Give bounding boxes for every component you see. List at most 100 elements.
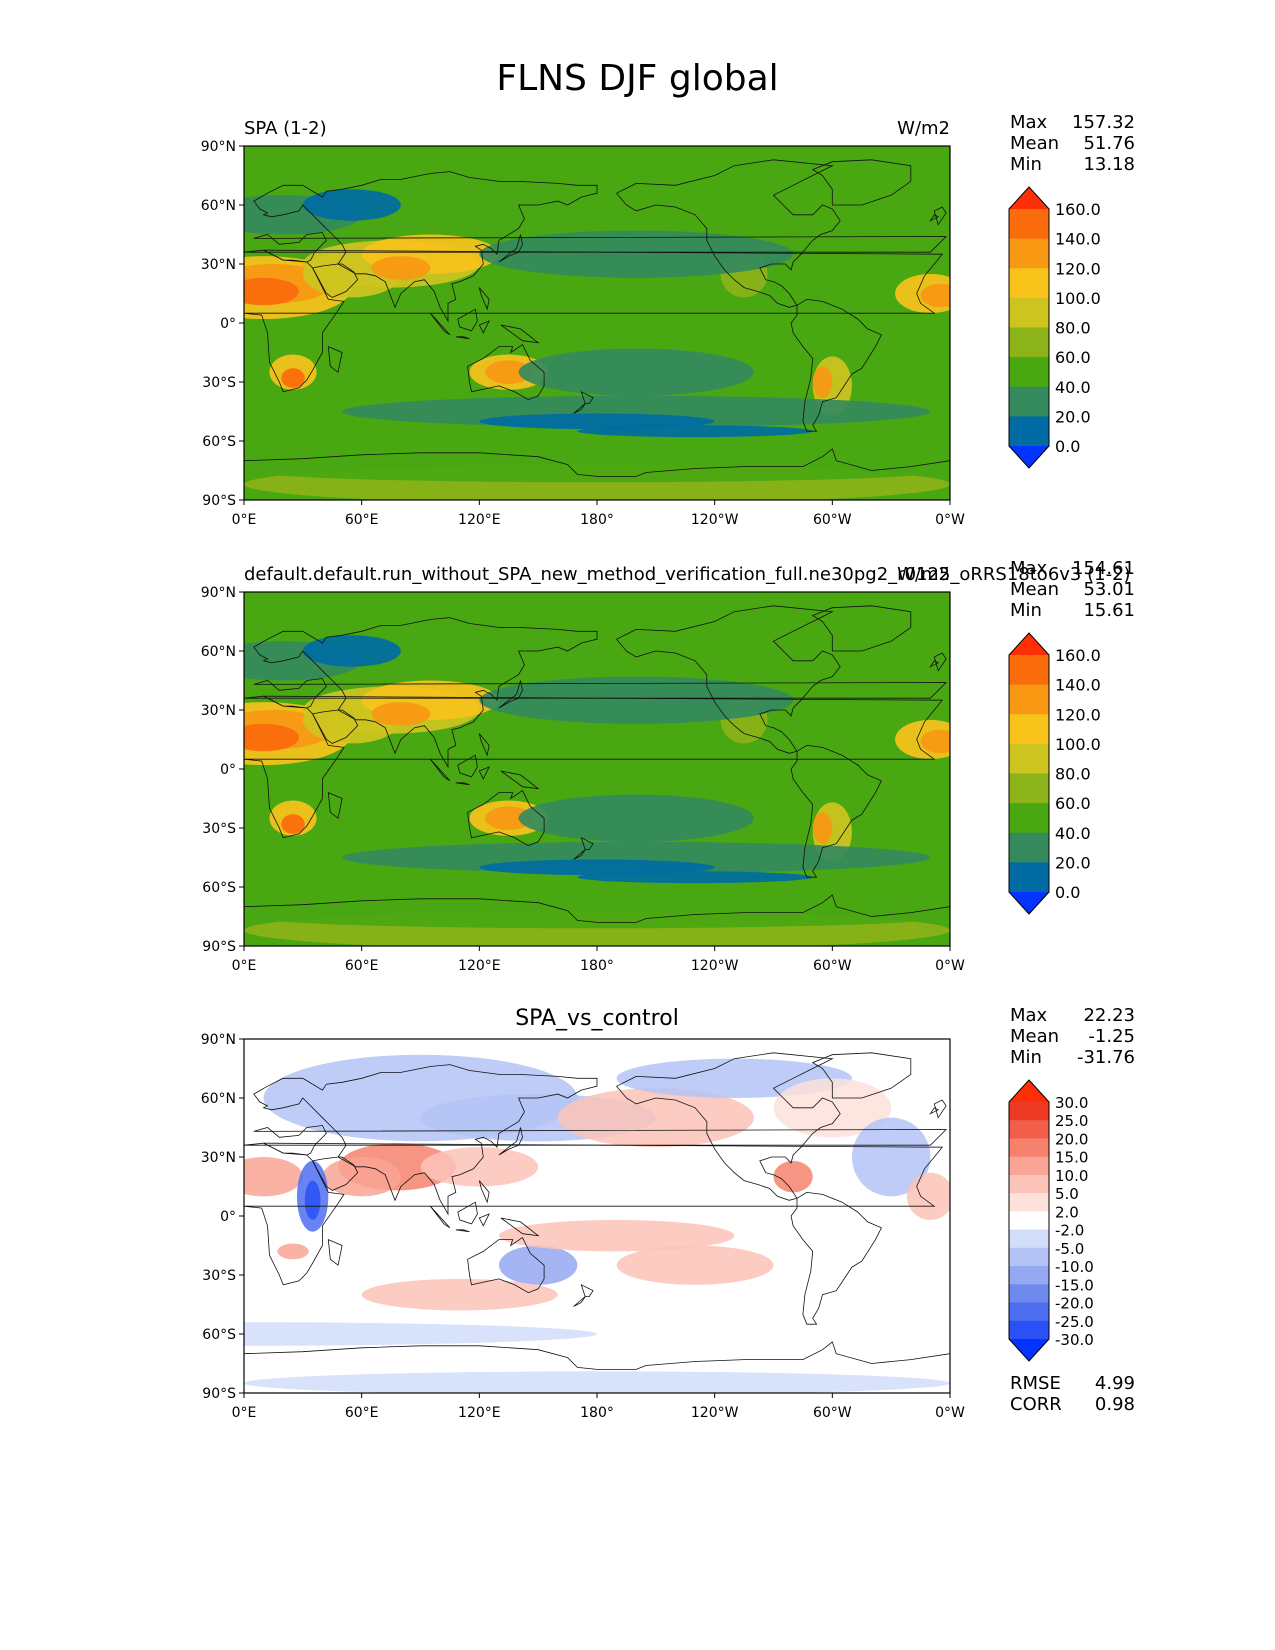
coastline [478, 320, 490, 334]
field-contour [479, 230, 794, 278]
stat-label: Mean [1010, 1026, 1060, 1047]
coastline [580, 391, 594, 404]
colorbar-segment [1009, 1102, 1049, 1121]
coastline [429, 312, 451, 336]
coastline [455, 1229, 470, 1233]
coastline [244, 1341, 950, 1393]
stat-label: RMSE [1010, 1373, 1061, 1394]
colorbar-tick-label: -2.0 [1055, 1222, 1084, 1240]
field-contour [371, 702, 431, 726]
stat-value: 0.98 [1094, 1394, 1135, 1415]
colorbar-tick-label: 140.0 [1055, 676, 1101, 695]
coastline [790, 744, 882, 878]
field-contour [557, 1088, 754, 1148]
colorbar-tick-label: 10.0 [1055, 1167, 1088, 1185]
coastline [478, 766, 490, 780]
lon-tick-label: 180° [580, 512, 614, 528]
colorbar-tick-label: 120.0 [1055, 259, 1101, 278]
field-contour [302, 189, 401, 221]
field-contour [420, 1147, 539, 1187]
stat-mean: Mean -1.25 [1010, 1026, 1135, 1048]
colorbar-segment [1009, 1156, 1049, 1176]
field-contour [304, 1180, 321, 1220]
stat-value: 53.01 [1083, 579, 1135, 600]
lon-tick-label: 0°E [232, 958, 257, 974]
field-contour [479, 676, 794, 724]
colorbar-tick-label: 2.0 [1055, 1203, 1079, 1221]
colorbar-tick-label: -30.0 [1055, 1331, 1094, 1349]
coastline [498, 1127, 523, 1156]
colorbar-outline [1008, 632, 1050, 915]
colorbar-segment [1009, 416, 1049, 447]
stat-value: -31.76 [1076, 1047, 1135, 1068]
coastline [457, 308, 478, 332]
lat-tick-label: 0° [220, 316, 236, 332]
lat-tick-label: 30°S [202, 821, 236, 837]
colorbar-tick-label: 100.0 [1055, 735, 1101, 754]
colorbar: 160.0 140.0 120.0 100.0 80.0 60.0 40.0 20.0 0.0 [1008, 186, 1101, 469]
coastlines [244, 159, 950, 500]
lon-tick-label: 0°E [232, 512, 257, 528]
lat-tick-label: 90°S [202, 1386, 236, 1402]
colorbar-extend-min [1009, 892, 1049, 914]
map-plot: 90°N 60°N 30°N 0° 30°S 60°S 90°S 0°E 60°E 120°E 18… [201, 1033, 965, 1421]
lon-tick-label: 0°W [935, 1405, 965, 1421]
coastline [790, 1191, 882, 1325]
stat-label: CORR [1010, 1394, 1062, 1415]
lat-tick-label: 90°S [202, 939, 236, 955]
colorbar-tick-label: 5.0 [1055, 1185, 1079, 1203]
stat-min: Min 15.61 [1010, 600, 1135, 622]
field-contour [773, 1078, 892, 1138]
coastline [457, 1201, 478, 1225]
lon-tick-label: 120°W [691, 512, 739, 528]
lon-tick-label: 0°W [935, 958, 965, 974]
coastline [455, 336, 470, 340]
colorbar-segment [1009, 1193, 1049, 1212]
coastline [929, 660, 940, 668]
colorbar-segment [1009, 1284, 1049, 1304]
colorbar-extend-max [1009, 187, 1049, 209]
coastline [311, 263, 359, 298]
field-contour [479, 413, 715, 430]
panel-units: W/m2 [897, 118, 950, 139]
lat-tick-label: 90°S [202, 493, 236, 509]
stat-max: Max 154.61 [1010, 558, 1135, 580]
field-contour [485, 806, 533, 830]
coastline [244, 1142, 944, 1286]
stat-label: Max [1010, 558, 1048, 579]
colorbar-segment [1009, 655, 1049, 686]
field-contour [281, 814, 305, 834]
panel-title-center: SPA_vs_control [515, 1006, 679, 1031]
lat-tick-label: 60°N [201, 1091, 236, 1107]
colorbar-tick-label: 20.0 [1055, 853, 1091, 872]
panel-units: W/m2 [897, 564, 950, 585]
field-contour [577, 425, 813, 438]
coastline [244, 249, 944, 393]
lat-tick-label: 90°N [201, 586, 236, 601]
colorbar-tick-label: 25.0 [1055, 1112, 1088, 1130]
colorbar-tick-label: 0.0 [1055, 883, 1080, 902]
coastline [811, 605, 912, 652]
colorbar-segment [1009, 238, 1049, 269]
field-contour [906, 1172, 950, 1220]
stat-corr: CORR 0.98 [1010, 1394, 1135, 1416]
colorbar-tick-label: 160.0 [1055, 200, 1101, 219]
coastline [811, 159, 912, 206]
field-contour [518, 794, 754, 842]
coastline [327, 1238, 343, 1266]
lat-tick-label: 0° [220, 1209, 236, 1225]
colorbar-tick-label: -15.0 [1055, 1276, 1094, 1294]
stat-rmse: RMSE 4.99 [1010, 1373, 1135, 1395]
lon-tick-label: 120°E [458, 512, 501, 528]
stat-value: 51.76 [1083, 133, 1135, 154]
colorbar-segment [1009, 714, 1049, 745]
field-contour [812, 812, 833, 844]
colorbar-tick-label: -20.0 [1055, 1295, 1094, 1313]
lat-tick-label: 60°N [201, 198, 236, 214]
colorbar-segment [1009, 209, 1049, 240]
coastlines [244, 1052, 950, 1393]
field-contour [244, 277, 299, 306]
map-field [244, 592, 950, 946]
colorbar-segment [1009, 1174, 1049, 1194]
field-contour [577, 871, 813, 884]
